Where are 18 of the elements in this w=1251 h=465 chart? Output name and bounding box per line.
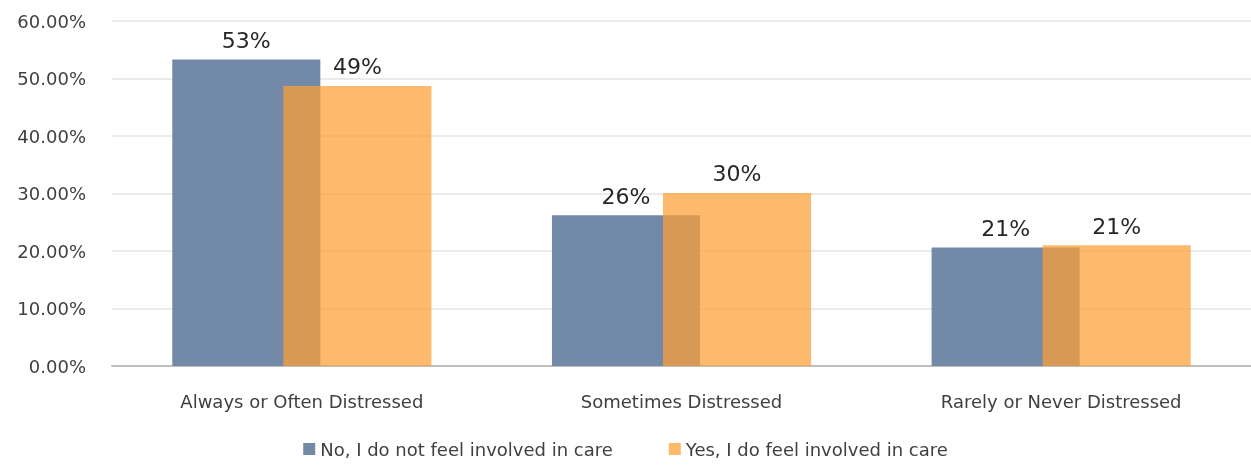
y-tick-label: 40.00% bbox=[17, 125, 86, 147]
data-label: 21% bbox=[981, 216, 1031, 242]
y-tick-label: 30.00% bbox=[17, 183, 86, 204]
y-tick-label: 10.00% bbox=[17, 298, 86, 319]
data-label: 53% bbox=[221, 28, 271, 54]
x-tick-label: Always or Often Distressed bbox=[180, 390, 424, 412]
y-tick-label: 50.00% bbox=[17, 68, 86, 89]
x-tick-label: Sometimes Distressed bbox=[580, 390, 783, 412]
data-label: 21% bbox=[1092, 213, 1142, 239]
y-tick-label: 60.00% bbox=[17, 10, 86, 32]
y-tick-label: 0.00% bbox=[28, 355, 86, 377]
legend-label: Yes, I do feel involved in care bbox=[684, 438, 948, 460]
y-tick-label: 20.00% bbox=[17, 240, 86, 262]
data-label: 49% bbox=[332, 54, 382, 80]
data-label: 30% bbox=[712, 161, 762, 187]
x-tick-label: Rarely or Never Distressed bbox=[940, 390, 1182, 412]
legend-label: No, I do not feel involved in care bbox=[320, 438, 613, 460]
data-label: 26% bbox=[601, 183, 651, 209]
